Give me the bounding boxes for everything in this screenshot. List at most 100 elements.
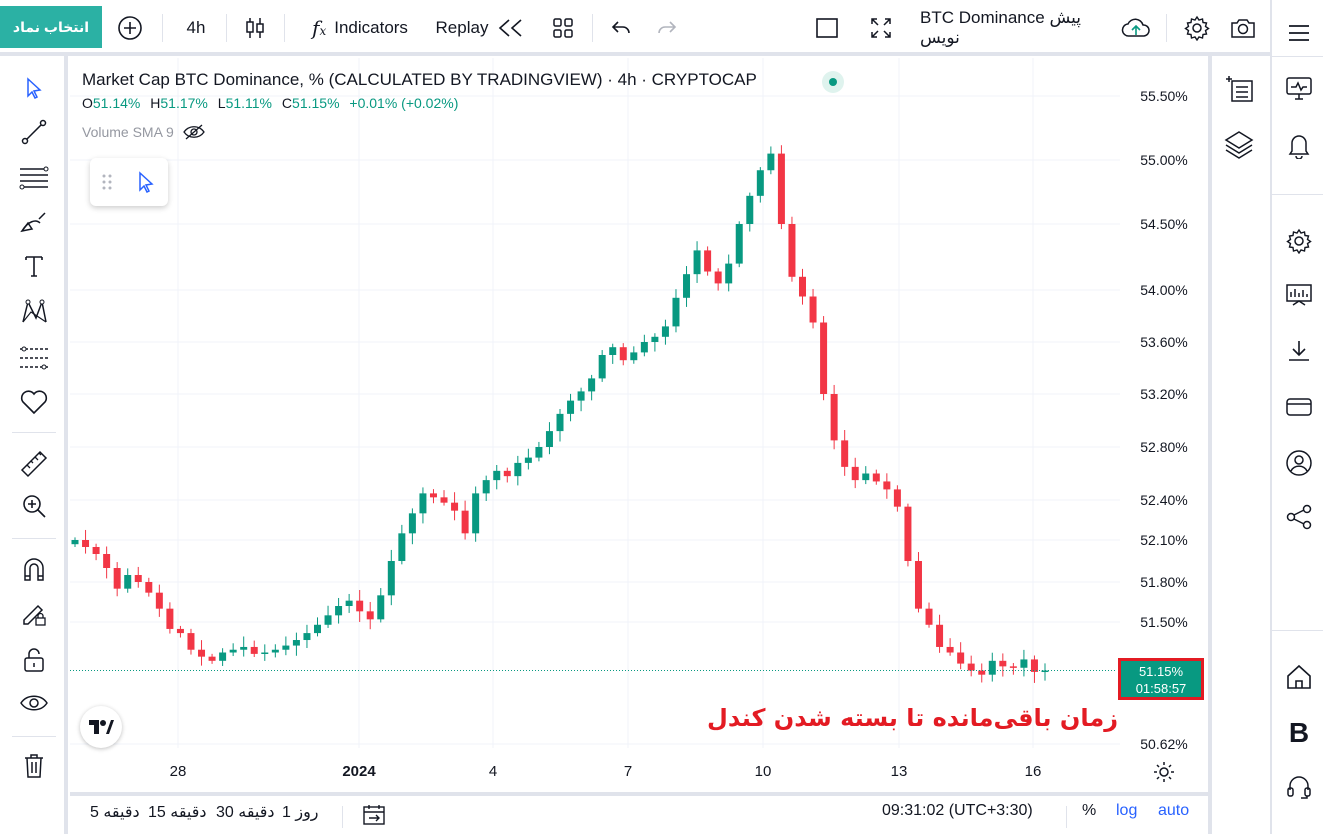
candle-body bbox=[830, 394, 838, 441]
candle-body bbox=[240, 646, 248, 650]
undo-button[interactable] bbox=[606, 0, 636, 56]
fib-tool[interactable] bbox=[14, 160, 54, 196]
alerts-button[interactable] bbox=[1280, 126, 1318, 164]
zoom-tool[interactable] bbox=[14, 488, 54, 524]
broker-button[interactable]: B bbox=[1280, 714, 1318, 752]
candle-body bbox=[661, 326, 669, 337]
add-symbol-button[interactable] bbox=[112, 0, 148, 56]
market-status-icon[interactable] bbox=[822, 71, 844, 93]
candle-body bbox=[1030, 659, 1038, 672]
candle-body bbox=[429, 493, 437, 498]
candle-body bbox=[619, 347, 627, 361]
layers-button[interactable] bbox=[1220, 126, 1258, 164]
monitor-button[interactable] bbox=[1280, 70, 1318, 108]
eye-icon bbox=[20, 695, 48, 711]
range-1-day[interactable]: 1 روز bbox=[282, 804, 319, 821]
range-15-minutes[interactable]: 15 دقیقه bbox=[148, 804, 207, 821]
delete-tool[interactable] bbox=[14, 748, 54, 784]
x-axis-tick-label: 4 bbox=[489, 763, 497, 780]
prediction-tool[interactable] bbox=[14, 340, 54, 376]
candle-body bbox=[914, 561, 922, 609]
candle-body bbox=[704, 250, 712, 272]
chart-settings-toggle[interactable] bbox=[1150, 758, 1178, 786]
tradingview-logo[interactable] bbox=[80, 706, 122, 748]
text-tool[interactable] bbox=[14, 248, 54, 284]
camera-icon bbox=[1231, 19, 1255, 38]
candle-body bbox=[862, 473, 870, 481]
auto-scale-toggle[interactable]: auto bbox=[1158, 802, 1190, 819]
lock-tool[interactable] bbox=[14, 642, 54, 678]
percent-scale-toggle[interactable]: % bbox=[1082, 802, 1097, 819]
pattern-tool[interactable] bbox=[14, 294, 54, 330]
symbol-search-button[interactable]: انتخاب نماد bbox=[0, 6, 102, 48]
indicators-button[interactable]: fx Indicators bbox=[312, 16, 408, 40]
fullscreen-button[interactable] bbox=[866, 0, 896, 56]
home-button[interactable] bbox=[1280, 658, 1318, 696]
snapshot-button[interactable] bbox=[1226, 0, 1260, 56]
candle-body bbox=[408, 513, 416, 534]
candle-body bbox=[229, 649, 237, 653]
favorites-tool[interactable] bbox=[14, 384, 54, 420]
support-button[interactable] bbox=[1280, 768, 1318, 806]
watchlist-button[interactable] bbox=[1220, 70, 1258, 108]
chart-window-button[interactable] bbox=[812, 0, 842, 56]
settings-sidebar-button[interactable] bbox=[1280, 222, 1318, 260]
candle-body bbox=[176, 628, 184, 634]
save-cloud-button[interactable] bbox=[1118, 0, 1154, 56]
candle-body bbox=[893, 489, 901, 507]
candle-body bbox=[356, 600, 364, 612]
candle-body bbox=[282, 645, 290, 650]
candle-body bbox=[198, 649, 206, 657]
candle-body bbox=[799, 276, 806, 297]
chart-type-button[interactable] bbox=[240, 0, 270, 56]
settings-button[interactable] bbox=[1180, 0, 1214, 56]
y-axis-tick-label: 53.20% bbox=[1140, 386, 1187, 402]
cloud-upload-icon bbox=[1121, 18, 1150, 37]
range-30-minutes[interactable]: 30 دقیقه bbox=[216, 804, 275, 821]
candle-body bbox=[683, 274, 691, 298]
redo-button[interactable] bbox=[652, 0, 682, 56]
candle-body bbox=[967, 663, 975, 671]
share-button[interactable] bbox=[1280, 498, 1318, 536]
candle-body bbox=[503, 470, 511, 477]
log-scale-toggle[interactable]: log bbox=[1116, 802, 1138, 819]
candle-body bbox=[577, 391, 585, 401]
candle-body bbox=[514, 462, 522, 477]
clock-timezone[interactable]: 09:31:02 (UTC+3:30) bbox=[882, 802, 1033, 819]
cursor-arrow-icon bbox=[139, 171, 154, 193]
candle-body bbox=[767, 153, 775, 171]
lock-drawing-tool[interactable] bbox=[14, 596, 54, 632]
magnet-tool[interactable] bbox=[14, 552, 54, 588]
candle-body bbox=[988, 660, 996, 675]
trend-line-tool[interactable] bbox=[14, 114, 54, 150]
interval-button[interactable]: 4h bbox=[186, 18, 206, 37]
date-range-button[interactable] bbox=[362, 804, 386, 831]
hamburger-icon bbox=[1289, 25, 1309, 41]
candle-body bbox=[925, 608, 933, 625]
ohlc-values: O51.14% H51.17% L51.11% C51.15% +0.01% (… bbox=[82, 95, 459, 111]
candle-body bbox=[788, 224, 796, 277]
candle-body bbox=[609, 347, 617, 355]
account-card-button[interactable] bbox=[1280, 388, 1318, 426]
y-axis-tick-label: 55.50% bbox=[1140, 88, 1187, 104]
legend-title[interactable]: Market Cap BTC Dominance, % (CALCULATED … bbox=[82, 70, 757, 89]
replay-button[interactable]: Replay bbox=[432, 0, 528, 56]
chart-pane[interactable]: 55.50% 55.00% 54.50% 54.00% 53.60% 53.20% 52.8… bbox=[70, 58, 1208, 792]
ruler-tool[interactable] bbox=[14, 446, 54, 482]
layouts-button[interactable] bbox=[548, 0, 578, 56]
cursor-tool[interactable] bbox=[14, 70, 54, 106]
layout-name[interactable]: BTC Dominance پیش نویس bbox=[920, 8, 1081, 47]
candlestick-chart[interactable]: 55.50% 55.00% 54.50% 54.00% 53.60% 53.20% 52.8… bbox=[70, 58, 1208, 792]
range-5-minutes[interactable]: 5 دقیقه bbox=[90, 804, 140, 821]
profile-button[interactable] bbox=[1280, 444, 1318, 482]
floating-drawing-toolbar[interactable] bbox=[90, 158, 168, 206]
visibility-tool[interactable] bbox=[14, 686, 54, 722]
brush-tool[interactable] bbox=[14, 204, 54, 240]
download-button[interactable] bbox=[1280, 332, 1318, 370]
sun-icon bbox=[1154, 762, 1174, 782]
candle-body bbox=[155, 592, 163, 609]
volume-indicator-legend[interactable]: Volume SMA 9 bbox=[82, 123, 206, 141]
screener-button[interactable] bbox=[1280, 276, 1318, 314]
trend-line-icon bbox=[21, 119, 47, 145]
menu-button[interactable] bbox=[1280, 14, 1318, 52]
